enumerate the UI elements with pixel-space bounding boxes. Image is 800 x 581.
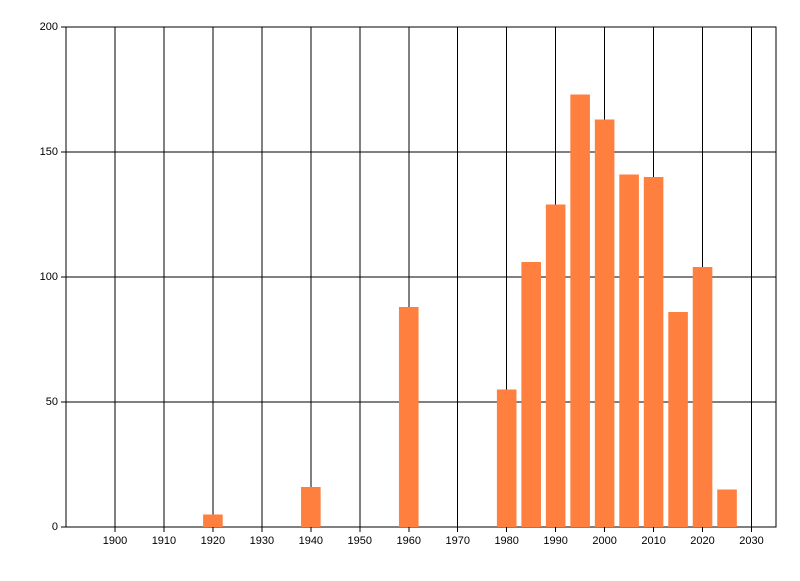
bar bbox=[594, 119, 615, 527]
x-tick-label: 2030 bbox=[739, 535, 763, 547]
bar bbox=[496, 389, 517, 527]
x-tick-label: 2010 bbox=[641, 535, 665, 547]
bar bbox=[545, 204, 566, 527]
y-tick-label: 0 bbox=[52, 521, 58, 533]
x-tick-label: 1960 bbox=[397, 535, 421, 547]
x-tick-label: 1940 bbox=[299, 535, 323, 547]
x-tick-label: 1980 bbox=[494, 535, 518, 547]
x-tick-label: 1920 bbox=[201, 535, 225, 547]
bar bbox=[619, 174, 639, 527]
bar bbox=[570, 94, 590, 527]
x-tick-label: 1990 bbox=[543, 535, 567, 547]
x-tick-label: 1900 bbox=[103, 535, 127, 547]
bar bbox=[692, 267, 713, 527]
bar bbox=[203, 514, 223, 527]
x-tick-label: 1910 bbox=[152, 535, 176, 547]
x-tick-label: 1950 bbox=[348, 535, 372, 547]
bar bbox=[717, 489, 737, 527]
bar bbox=[643, 177, 664, 527]
bar bbox=[301, 487, 321, 527]
bar bbox=[521, 262, 541, 527]
bar bbox=[668, 312, 688, 527]
x-tick-label: 1930 bbox=[250, 535, 274, 547]
y-tick-label: 150 bbox=[40, 146, 58, 158]
x-tick-label: 2020 bbox=[690, 535, 714, 547]
x-tick-label: 1970 bbox=[445, 535, 469, 547]
y-tick-label: 100 bbox=[40, 271, 58, 283]
y-tick-label: 50 bbox=[46, 396, 58, 408]
bar bbox=[398, 307, 419, 527]
x-tick-label: 2000 bbox=[592, 535, 616, 547]
y-tick-label: 200 bbox=[40, 21, 58, 33]
